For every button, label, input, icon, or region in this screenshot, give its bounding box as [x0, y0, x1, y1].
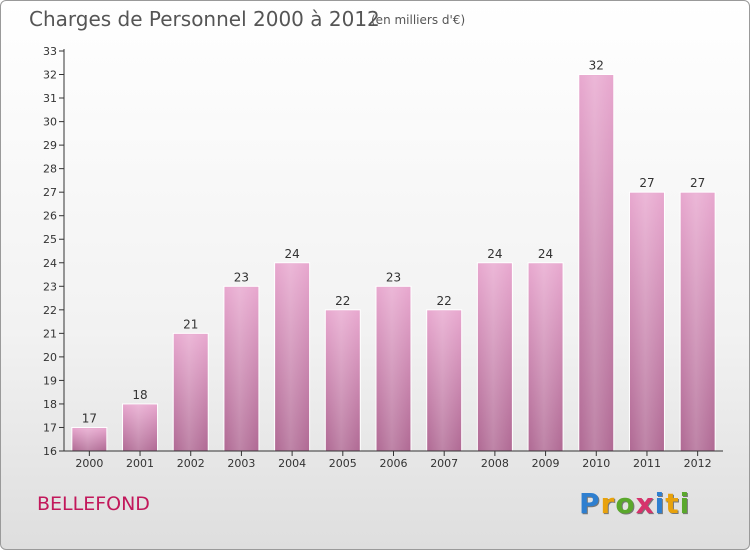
y-tick-label: 33 [43, 45, 57, 58]
logo-letter: r [600, 487, 616, 520]
y-tick-label: 16 [43, 445, 57, 458]
bar-shine [275, 263, 309, 451]
x-tick-label: 2000 [75, 457, 103, 470]
y-tick-label: 18 [43, 398, 57, 411]
bars: 17 18 21 23 24 22 23 22 24 24 32 27 27 [71, 59, 716, 452]
bar-value-label: 27 [690, 176, 705, 190]
bar-value-label: 22 [335, 294, 350, 308]
bar-value-label: 27 [639, 176, 654, 190]
x-tick-label: 2003 [227, 457, 255, 470]
bar-shine [377, 287, 410, 451]
chart-subtitle: (en milliers d'€) [371, 13, 466, 27]
bar-shine [427, 310, 461, 451]
bar-value-label: 17 [82, 411, 97, 425]
bar-shine [630, 193, 664, 452]
y-tick-label: 26 [43, 210, 57, 223]
bar-shine [224, 287, 258, 451]
bar-shine [123, 404, 157, 451]
x-tick-label: 2008 [481, 457, 509, 470]
y-tick-label: 20 [43, 351, 57, 364]
y-tick-label: 22 [43, 304, 57, 317]
logo-letter: o [615, 487, 636, 520]
x-tick-label: 2002 [177, 457, 205, 470]
y-tick-label: 19 [43, 374, 57, 387]
y-tick-label: 32 [43, 69, 57, 82]
x-tick-label: 2009 [532, 457, 560, 470]
logo-letter: P [579, 487, 601, 520]
y-tick-label: 31 [43, 92, 57, 105]
bar-value-label: 22 [437, 294, 452, 308]
y-tick-label: 28 [43, 163, 57, 176]
bar-value-label: 24 [538, 247, 553, 261]
bar-shine [326, 310, 360, 451]
x-tick-label: 2010 [582, 457, 610, 470]
y-tick-label: 30 [43, 116, 57, 129]
x-tick-label: 2005 [329, 457, 357, 470]
bar-value-label: 32 [589, 59, 604, 73]
x-tick-label: 2006 [380, 457, 408, 470]
logo-letter: i [679, 487, 691, 520]
y-tick-label: 27 [43, 186, 57, 199]
bar-value-label: 18 [132, 388, 147, 402]
y-tick-label: 24 [43, 257, 57, 270]
y-tick-label: 21 [43, 327, 57, 340]
x-tick-label: 2007 [430, 457, 458, 470]
bar-shine [174, 334, 208, 451]
x-tick-label: 2012 [684, 457, 712, 470]
logo-letter: t [665, 487, 680, 520]
bar-value-label: 23 [386, 270, 401, 284]
y-tick-label: 25 [43, 233, 57, 246]
bar-shine [579, 75, 613, 451]
proxiti-logo[interactable]: Proxiti [579, 487, 690, 520]
bar-shine [478, 263, 512, 451]
bar-value-label: 21 [183, 317, 198, 331]
y-tick-label: 17 [43, 421, 57, 434]
logo-letter: i [654, 487, 666, 520]
y-tick-label: 23 [43, 280, 57, 293]
bar-shine [72, 428, 106, 451]
x-tick-label: 2004 [278, 457, 306, 470]
x-tick-label: 2011 [633, 457, 661, 470]
logo-letter: x [635, 487, 655, 520]
bar-shine [529, 263, 563, 451]
bar-shine [681, 193, 715, 452]
y-axis: 16 17 18 19 20 21 22 23 24 25 26 27 28 29 30 31 32 33 [43, 45, 65, 458]
bar-value-label: 24 [284, 247, 299, 261]
y-tick-label: 29 [43, 139, 57, 152]
x-axis: 2000 2001 2002 2003 2004 2005 2006 2007 2008 2009… [64, 450, 723, 470]
x-tick-label: 2001 [126, 457, 154, 470]
bar-value-label: 24 [487, 247, 502, 261]
bar-value-label: 23 [234, 270, 249, 284]
chart-title: Charges de Personnel 2000 à 2012 [29, 7, 380, 31]
commune-name: BELLEFOND [37, 493, 150, 515]
